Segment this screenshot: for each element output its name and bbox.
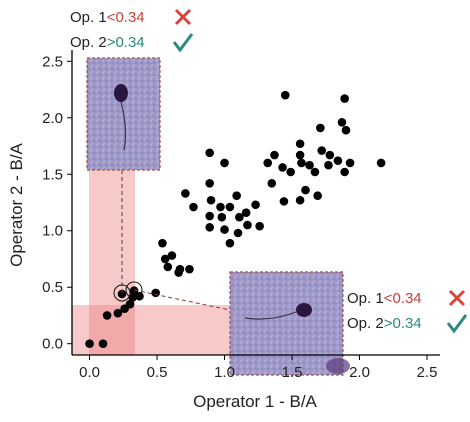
- point: [185, 264, 194, 274]
- y-tick-label: 1.5: [42, 166, 63, 183]
- point: [235, 212, 244, 222]
- highlight-overlap: [89, 305, 135, 355]
- point: [113, 308, 123, 318]
- x-tick-label: 1.0: [214, 364, 235, 381]
- point: [205, 178, 214, 188]
- point: [278, 163, 287, 172]
- highlight-circle: [125, 281, 143, 299]
- point: [125, 299, 135, 309]
- point: [341, 125, 351, 135]
- inset-image: [229, 271, 350, 376]
- annotation: Op. 2>0.34: [347, 315, 422, 332]
- y-tick-label: 2.5: [42, 53, 63, 70]
- point: [305, 160, 314, 170]
- point: [333, 156, 343, 166]
- point: [129, 286, 139, 295]
- point: [220, 225, 229, 234]
- point: [85, 339, 94, 349]
- point: [316, 123, 325, 133]
- x-axis-label: Operator 1 - B/A: [193, 392, 317, 411]
- point: [301, 185, 310, 195]
- point: [98, 339, 108, 349]
- point: [205, 223, 214, 232]
- point: [324, 160, 333, 170]
- point: [279, 197, 289, 206]
- check-icon: [446, 314, 468, 334]
- point: [233, 228, 243, 238]
- inset-image: [86, 57, 161, 171]
- annotation: Op. 1<0.34: [347, 290, 422, 307]
- x-tick-label: 0.0: [79, 364, 100, 381]
- point: [251, 200, 260, 210]
- cross-icon: [448, 289, 466, 307]
- point: [160, 254, 170, 264]
- point: [243, 220, 252, 230]
- point: [340, 94, 349, 103]
- y-tick-label: 2.0: [42, 110, 63, 127]
- annotation: Op. 2>0.34: [70, 34, 145, 51]
- x-tick-label: 0.5: [147, 364, 168, 381]
- point: [167, 251, 177, 260]
- point: [206, 195, 216, 205]
- point: [241, 208, 251, 217]
- point: [216, 202, 225, 212]
- point: [337, 117, 347, 127]
- point: [217, 212, 227, 222]
- connector: [133, 289, 231, 311]
- point: [297, 158, 306, 168]
- point: [220, 158, 229, 168]
- point: [181, 189, 190, 198]
- point: [325, 150, 335, 160]
- point: [205, 148, 214, 158]
- point: [225, 238, 235, 248]
- y-tick-label: 0.0: [42, 336, 63, 353]
- point: [255, 221, 264, 231]
- x-tick-label: 2.5: [417, 364, 438, 381]
- y-tick-label: 1.0: [42, 223, 63, 240]
- point: [280, 90, 290, 100]
- y-axis-label: Operator 2 - B/A: [7, 142, 26, 266]
- y-tick-label: 0.5: [42, 279, 63, 296]
- point: [225, 202, 235, 212]
- point: [205, 211, 214, 221]
- point: [270, 150, 279, 160]
- point: [102, 311, 112, 320]
- x-tick-label: 1.5: [282, 364, 303, 381]
- x-tick-label: 2.0: [349, 364, 370, 381]
- point: [313, 191, 322, 201]
- point: [163, 262, 173, 272]
- highlight-circle: [113, 284, 131, 302]
- point: [128, 293, 138, 302]
- point: [151, 288, 160, 298]
- check-icon: [172, 33, 194, 53]
- point: [317, 146, 327, 155]
- point: [263, 158, 273, 168]
- point: [189, 202, 198, 212]
- point: [117, 289, 127, 299]
- point: [158, 238, 167, 248]
- point: [295, 150, 305, 160]
- point: [295, 195, 305, 205]
- point: [232, 191, 241, 201]
- cross-icon: [174, 8, 192, 26]
- point: [310, 167, 320, 177]
- point: [267, 178, 277, 188]
- point: [174, 268, 183, 277]
- annotation: Op. 1<0.34: [70, 9, 145, 26]
- point: [340, 167, 349, 177]
- point: [345, 158, 355, 168]
- point: [376, 158, 386, 168]
- point: [286, 167, 295, 177]
- point: [295, 139, 305, 149]
